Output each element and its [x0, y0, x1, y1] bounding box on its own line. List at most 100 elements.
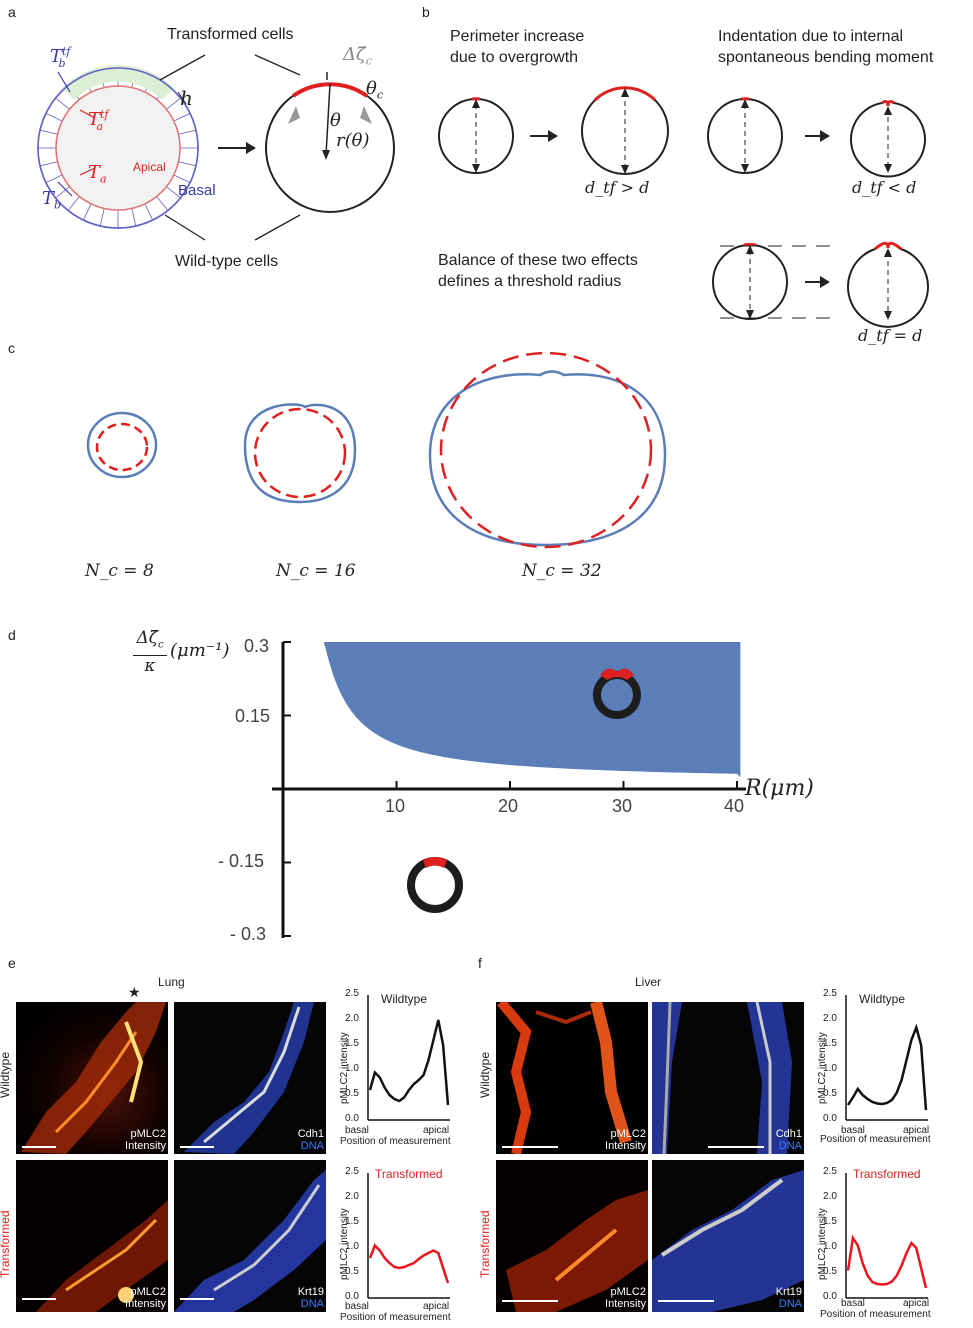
plot-ytick: 2.0 [345, 1013, 359, 1024]
cell-boundary [144, 203, 154, 221]
d-xtick-30: 30 [612, 796, 633, 816]
f-plot2-xlabel: Position of measurement [820, 1309, 931, 1320]
e-plot1-title: Wildtype [381, 992, 428, 1006]
plot-ytick: 2.5 [345, 1166, 359, 1177]
eq-dtf-greater: d_tf > d [585, 178, 650, 197]
threshold-region [319, 642, 741, 778]
f-plot-wildtype [845, 995, 928, 1121]
f-row-transformed: Transformed [478, 1210, 492, 1278]
panel-label-b: b [422, 4, 430, 20]
panel-b-diagram [438, 86, 929, 328]
panel-a-diagram [37, 54, 395, 241]
e-plot2-xlabel: Position of measurement [340, 1312, 451, 1323]
cell-boundary [131, 208, 137, 227]
cell-boundary [178, 129, 197, 135]
e-plot2-xtick-basal: basal [345, 1301, 369, 1312]
plot-ytick: 1.0 [823, 1063, 837, 1074]
d-ytick-neg0.3: - 0.3 [230, 924, 267, 944]
d-ytick-0.15: 0.15 [235, 706, 271, 726]
eq-dtf-equal: d_tf = d [858, 326, 923, 345]
plot-ytick: 1.5 [823, 1216, 837, 1227]
plot-ytick: 0.0 [823, 1291, 837, 1302]
plot-ytick: 2.5 [823, 1166, 837, 1177]
f-micrograph-tf-krt19: Krt19 DNA [652, 1160, 804, 1312]
d-xtick-40: 40 [724, 796, 745, 816]
f-micrograph-wt-pmlc2: pMLC2 Intensity [496, 1002, 648, 1154]
d-ytick-neg0.15: - 0.15 [218, 851, 265, 871]
r-theta-symbol: r(θ) [336, 130, 370, 151]
dzeta-symbol: Δζ̄c [343, 44, 372, 68]
indentation-title: Indentation due to internal spontaneous b… [718, 28, 934, 66]
f-row-wildtype: Wildtype [478, 1051, 492, 1098]
f-plot-transformed [845, 1173, 928, 1299]
panel-label-c: c [8, 340, 15, 356]
f-micrograph-wt-cdh1: Cdh1 DNA [652, 1002, 804, 1154]
cell-boundary [55, 186, 70, 199]
f-plot2-xtick-basal: basal [841, 1298, 865, 1309]
Ta-tf-symbol: Ttfa [88, 108, 109, 133]
panel-c-shapes [86, 351, 667, 549]
transformed-cells-label: Transformed cells [167, 26, 294, 43]
e-plot1-xtick-basal: basal [345, 1125, 369, 1136]
plot-ytick: 2.5 [345, 988, 359, 999]
f-plot1-xlabel: Position of measurement [820, 1134, 931, 1145]
plot-ytick: 2.0 [823, 1013, 837, 1024]
e-row-transformed: Transformed [0, 1210, 12, 1278]
e-plot1-xtick-apical: apical [423, 1125, 450, 1136]
cell-boundary [55, 97, 70, 110]
cell-boundary [173, 112, 191, 122]
f-title-liver: Liver [635, 975, 662, 989]
balance-title: Balance of these two effects defines a th… [438, 252, 638, 290]
plot-ytick: 2.5 [823, 988, 837, 999]
f-plot2-title: Transformed [853, 1167, 921, 1181]
plot-ytick: 0.5 [823, 1088, 837, 1099]
plot-ytick: 0.5 [345, 1088, 359, 1099]
cell-boundary [166, 97, 181, 110]
d-ytick-0.3: 0.3 [244, 636, 270, 656]
e-plot2-xtick-apical: apical [423, 1301, 450, 1312]
wild-type-cells-label: Wild-type cells [175, 253, 279, 270]
cell-boundary [39, 161, 58, 167]
e-micrograph-tf-pmlc2: pMLC2 Intensity [16, 1160, 168, 1312]
f-plot1-title: Wildtype [859, 992, 906, 1006]
cell-boundary [178, 161, 197, 167]
d-ylabel-unit: (μm⁻¹) [170, 640, 230, 661]
plot-ytick: 0.0 [345, 1113, 359, 1124]
cell-boundary [82, 203, 92, 221]
e-plot2-title: Transformed [375, 1167, 443, 1181]
d-xtick-10: 10 [385, 796, 406, 816]
cell-boundary [99, 208, 105, 227]
h-symbol: h [180, 86, 193, 110]
cell-boundary [39, 129, 58, 135]
e-star-icon: ★ [128, 984, 141, 1000]
e-micrograph-wt-pmlc2: pMLC2 Intensity [16, 1002, 168, 1154]
panel-label-d: d [8, 627, 16, 643]
f-micrograph-tf-pmlc2: pMLC2 Intensity [496, 1160, 648, 1312]
perimeter-title: Perimeter increase due to overgrowth [450, 28, 585, 66]
eq-dtf-less: d_tf < d [852, 178, 917, 197]
Ta-symbol: Ta [88, 162, 107, 186]
plot-ytick: 1.5 [345, 1216, 359, 1227]
d-ylabel-fraction: Δζ̄c κ [133, 628, 167, 676]
d-xtick-20: 20 [498, 796, 519, 816]
f-plot2-xtick-apical: apical [903, 1298, 930, 1309]
panel-label-e: e [8, 955, 16, 971]
panel-d-chart [272, 641, 746, 938]
apical-label: Apical [133, 160, 166, 174]
basal-label: Basal [178, 182, 216, 199]
cell-boundary [156, 196, 169, 211]
cell-boundary [173, 174, 191, 184]
d-xlabel: R(μm) [745, 776, 814, 801]
nc-8-label: N_c = 8 [85, 561, 154, 581]
e-plot-transformed [367, 1173, 450, 1299]
theta-symbol: θ [330, 110, 341, 131]
plot-ytick: 2.0 [823, 1191, 837, 1202]
panel-label-f: f [478, 955, 482, 971]
theta-c-symbol: θc [366, 78, 384, 102]
plot-ytick: 1.5 [823, 1038, 837, 1049]
plot-ytick: 0.5 [823, 1266, 837, 1277]
e-title-lung: Lung [158, 975, 185, 989]
plot-ytick: 1.5 [345, 1038, 359, 1049]
panel-label-a: a [8, 4, 16, 20]
cell-boundary [45, 112, 63, 122]
